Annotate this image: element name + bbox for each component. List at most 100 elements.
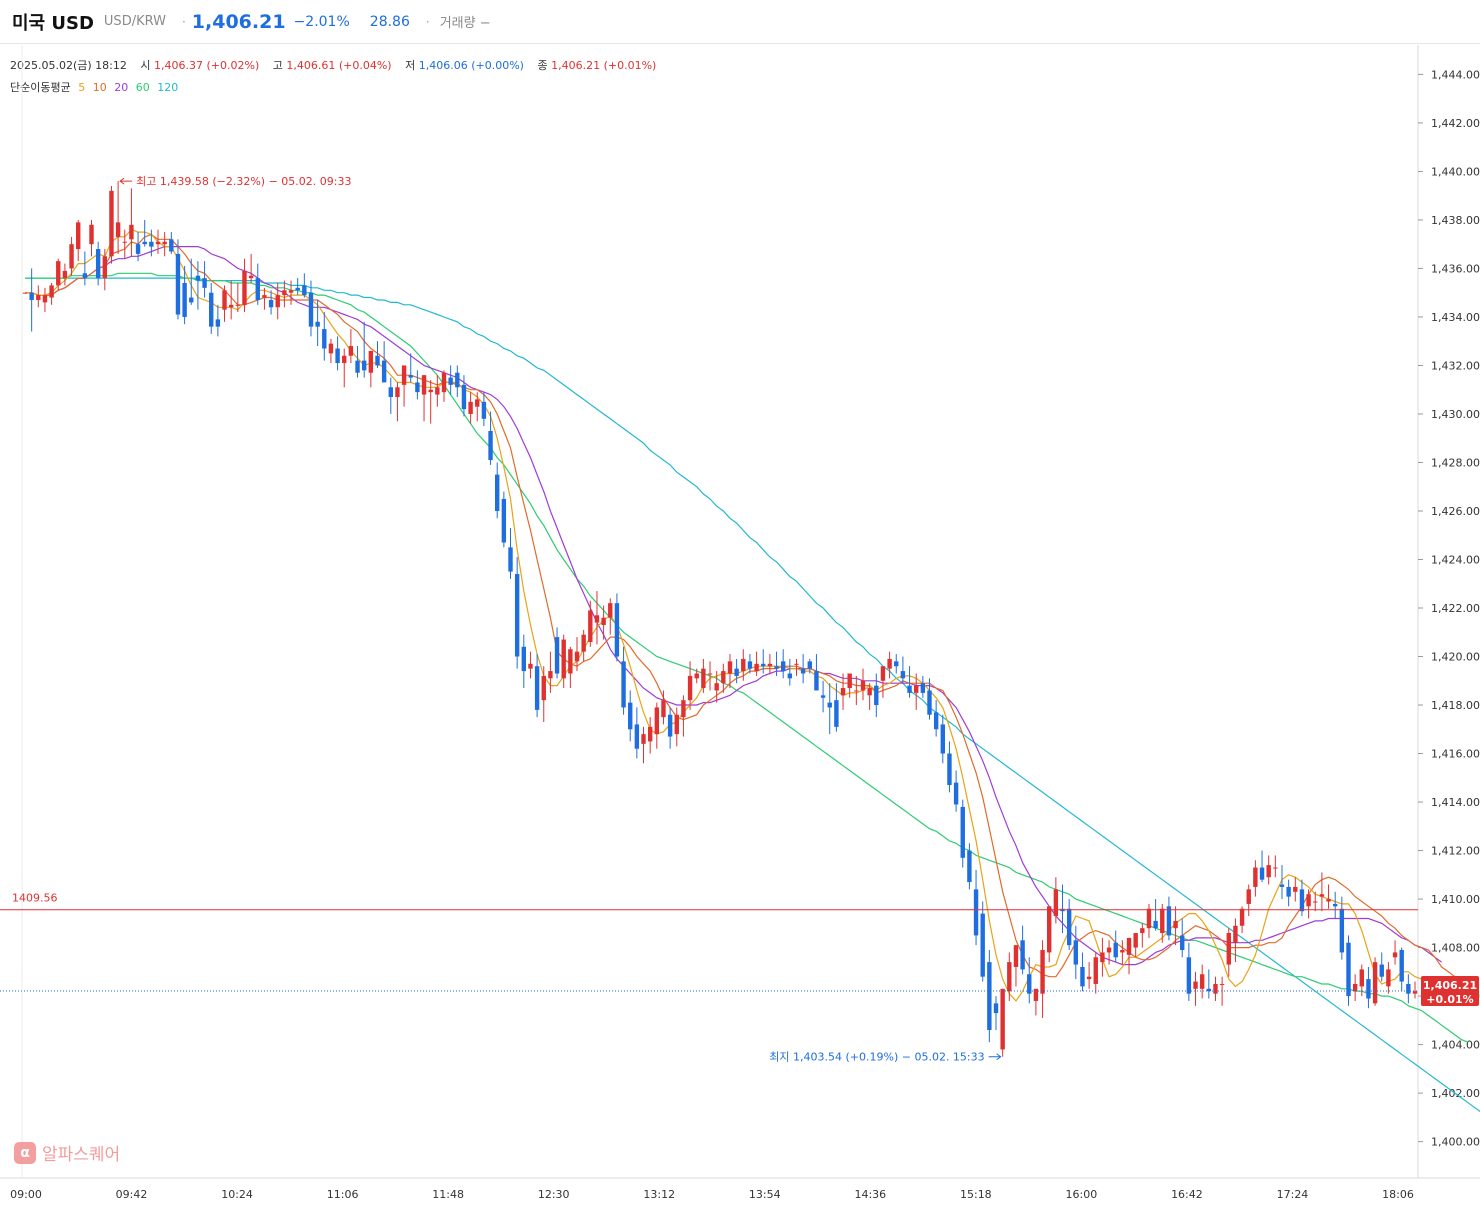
- y-tick-label: 1,436.00: [1431, 262, 1480, 275]
- y-tick-label: 1,438.00: [1431, 214, 1480, 227]
- candle-body: [328, 343, 334, 354]
- candle-body: [1113, 942, 1118, 958]
- min-annotation: 최지 1,403.54 (+0.19%) − 05.02. 15:33: [769, 1051, 984, 1064]
- candle-body: [574, 651, 580, 662]
- candle-body: [1093, 957, 1098, 984]
- candle-body: [727, 661, 733, 674]
- candle-body: [315, 321, 320, 327]
- x-tick-label: 17:24: [1277, 1188, 1309, 1201]
- current-price-badge: [1421, 975, 1479, 1006]
- y-tick-label: 1,426.00: [1431, 505, 1480, 518]
- candle-body: [435, 387, 440, 395]
- candle-body: [900, 671, 906, 679]
- candle-body: [1213, 983, 1218, 994]
- candle-body: [807, 661, 812, 669]
- candle-body: [36, 295, 41, 300]
- x-tick-label: 11:06: [327, 1188, 359, 1201]
- y-tick-label: 1,404.00: [1431, 1039, 1480, 1052]
- candle-body: [787, 673, 793, 679]
- candle-body: [89, 224, 94, 245]
- candle-body: [1366, 979, 1371, 999]
- candle-body: [1106, 947, 1112, 953]
- candle-body: [1007, 962, 1012, 992]
- candle-body: [840, 688, 846, 696]
- candle-body: [568, 649, 573, 674]
- candle-body: [1133, 933, 1138, 948]
- candle-body: [1372, 962, 1378, 1004]
- candle-body: [1279, 884, 1285, 887]
- x-tick-label: 12:30: [538, 1188, 570, 1201]
- price-chart[interactable]: 1,444.00 1,442.00 1,440.00 1,438.00 1,436.00…: [0, 45, 1480, 1206]
- candle-body: [741, 658, 746, 672]
- x-tick-label: 13:54: [749, 1188, 781, 1201]
- candle-body: [308, 292, 314, 327]
- candle-body: [827, 702, 832, 708]
- high-value: 1,406.61 (+0.04%): [286, 59, 392, 72]
- candle-body: [428, 389, 433, 393]
- candle-body: [381, 360, 387, 383]
- x-tick-label: 16:00: [1066, 1188, 1098, 1201]
- current-price: 1,406.21: [191, 10, 286, 33]
- instrument-header: 미국 USD USD/KRW · 1,406.21 −2.01% 28.86 ·…: [0, 0, 1480, 44]
- candle-body: [222, 290, 227, 310]
- alpha-logo-icon: α: [14, 1141, 36, 1164]
- ma-legend[interactable]: 단순이동평균 5 10 20 60 120: [10, 79, 178, 95]
- candle-body: [800, 668, 806, 674]
- y-tick-label: 1,432.00: [1431, 359, 1480, 372]
- candle-body: [761, 663, 766, 667]
- candle-body: [175, 253, 181, 315]
- candle-body: [375, 355, 380, 366]
- candle-body: [1239, 908, 1245, 926]
- candle-body: [455, 372, 460, 388]
- candle-body: [395, 387, 400, 397]
- candle-body: [940, 724, 945, 754]
- candle-body: [421, 375, 427, 395]
- candle-body: [288, 290, 294, 293]
- x-tick-label: 09:42: [116, 1188, 148, 1201]
- ma-legend-60: 60: [135, 81, 150, 94]
- ma-line-5: [25, 228, 1422, 1002]
- candle-body: [967, 850, 972, 883]
- candle-body: [754, 663, 759, 672]
- candle-body: [62, 270, 68, 279]
- y-tick-label: 1,428.00: [1431, 456, 1480, 469]
- y-tick-label: 1,442.00: [1431, 117, 1480, 130]
- instrument-name[interactable]: 미국 USD: [12, 12, 94, 34]
- candle-body: [475, 399, 480, 407]
- candle-body: [155, 241, 161, 245]
- candle-body: [1086, 976, 1092, 980]
- x-tick-label: 13:12: [643, 1188, 675, 1201]
- candle-body: [109, 190, 114, 257]
- low-label: 저: [405, 59, 416, 72]
- candle-body: [887, 658, 892, 669]
- candle-body: [1173, 920, 1178, 929]
- x-tick-label: 16:42: [1171, 1188, 1203, 1201]
- y-tick-label: 1,422.00: [1431, 602, 1480, 615]
- candle-body: [867, 688, 872, 696]
- candle-body: [1073, 940, 1079, 965]
- current-price-label: 1,406.21: [1423, 979, 1477, 992]
- candle-body: [448, 377, 453, 385]
- candle-body: [228, 304, 234, 308]
- candle-body: [1206, 988, 1212, 992]
- candle-body: [295, 287, 300, 291]
- candle-body: [415, 382, 420, 393]
- ma-line-10: [25, 233, 1456, 978]
- candle-body: [1146, 908, 1152, 929]
- ohlc-datetime: 2025.05.02(금) 18:12: [10, 59, 127, 72]
- candle-body: [1153, 920, 1158, 929]
- candle-body: [1027, 974, 1032, 994]
- candle-body: [335, 348, 340, 364]
- candle-body: [441, 372, 447, 393]
- candle-body: [1199, 974, 1205, 989]
- instrument-pair: USD/KRW: [103, 14, 166, 29]
- candle-body: [1326, 899, 1331, 902]
- candle-body: [95, 249, 101, 279]
- separator-dot: ·: [181, 14, 186, 29]
- ma-legend-20: 20: [114, 81, 129, 94]
- candle-body: [508, 547, 513, 572]
- candle-body: [1193, 981, 1198, 989]
- candle-body: [1013, 945, 1019, 967]
- candle-body: [56, 261, 61, 286]
- open-value: 1,406.37 (+0.02%): [154, 59, 260, 72]
